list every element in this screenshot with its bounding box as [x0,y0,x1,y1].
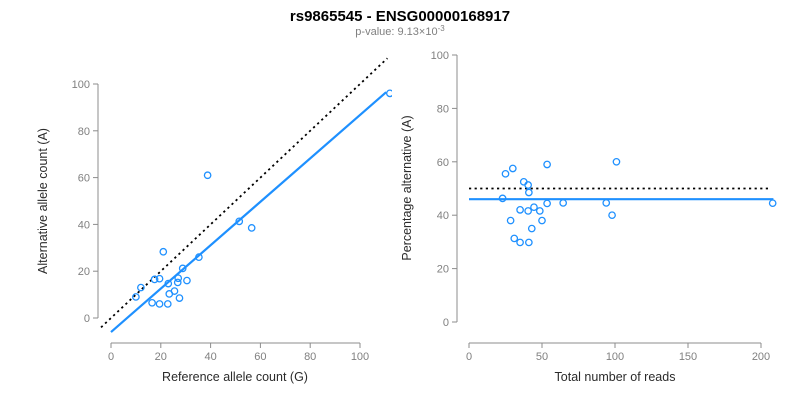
data-point [524,207,532,215]
y-tick-label: 0 [84,313,90,325]
pvalue-subtitle: p-value: 9.13×10-3 [355,24,445,38]
data-point [516,238,524,247]
data-point [508,164,517,173]
data-point [203,171,212,180]
data-point [543,199,551,208]
data-point [498,194,507,203]
line-layer [100,57,389,333]
data-point [155,300,164,308]
x-tick-label: 80 [304,351,316,363]
page-title: rs9865545 - ENSG00000168917 [290,8,510,25]
data-point [527,224,536,233]
x-tick-label: 100 [351,351,369,363]
left-x-axis-title: Reference allele count (G) [162,370,308,384]
x-tick-label: 20 [155,351,167,363]
data-point [530,203,538,212]
data-point [178,264,187,273]
data-point [608,211,616,220]
data-point [132,293,140,301]
y-tick-label: 100 [431,50,449,62]
data-point [175,294,184,302]
data-point [150,275,159,284]
y-tick-label: 40 [437,210,449,222]
point-layer [132,89,392,308]
x-tick-label: 60 [254,351,266,363]
data-point [173,278,182,287]
data-point [516,206,524,214]
y-tick-label: 60 [78,173,90,185]
data-point [559,199,568,207]
data-point [174,274,183,283]
y-tick-label: 0 [443,317,449,329]
allele-count-plot: 0 20 40 60 80 100 0 20 40 60 80 100 [72,57,392,363]
x-tick-label: 100 [606,351,624,363]
x-tick-label: 200 [752,351,770,363]
y-tick-label: 20 [78,266,90,278]
data-point [510,234,519,243]
y-tick-label: 20 [437,264,449,276]
x-tick-label: 150 [679,351,697,363]
percentage-alternative-plot: 0 50 100 150 200 0 20 40 60 80 100 [431,50,777,363]
data-point [247,224,256,232]
pvalue-exponent: -3 [438,24,446,33]
data-point [163,300,172,308]
data-point [159,247,168,256]
data-point [525,188,533,197]
identity-line [100,57,389,329]
data-point [148,298,156,307]
data-point [195,253,203,262]
data-point [170,287,179,295]
x-tick-label: 40 [204,351,216,363]
data-point [524,181,532,189]
data-point [506,216,515,225]
data-point [164,279,173,288]
y-tick-label: 40 [78,219,90,231]
data-point [543,160,551,169]
data-point [612,157,621,166]
data-point [519,177,528,186]
y-tick-label: 80 [78,126,90,138]
regression-line [110,91,387,333]
data-point [235,217,244,226]
x-tick-label: 0 [108,351,114,363]
right-y-axis-title: Percentage alternative (A) [400,115,414,260]
y-tick-label: 100 [72,79,90,91]
right-x-axis-title: Total number of reads [555,370,676,384]
data-point [386,89,392,98]
y-tick-label: 60 [437,157,449,169]
point-layer [498,157,777,247]
line-layer [469,187,774,201]
data-point [183,276,191,285]
data-point [602,199,611,207]
data-point [535,207,544,215]
data-point [155,274,164,283]
data-point [137,283,145,292]
data-point [501,169,510,178]
pvalue-subtitle-main: p-value: 9.13×10 [355,26,437,38]
data-point [768,199,777,208]
left-y-axis-title: Alternative allele count (A) [36,128,50,274]
x-tick-label: 50 [536,351,548,363]
data-point [525,238,533,247]
y-tick-label: 80 [437,103,449,115]
data-point [538,216,546,225]
x-tick-label: 0 [466,351,472,363]
